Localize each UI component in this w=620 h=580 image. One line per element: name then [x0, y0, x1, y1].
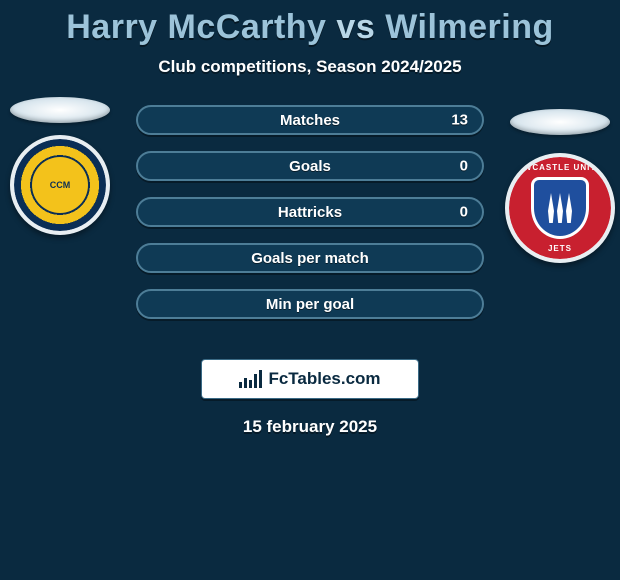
stat-row: Matches 13 [136, 105, 484, 135]
stat-row: Min per goal [136, 289, 484, 319]
headline: Harry McCarthy vs Wilmering [0, 0, 620, 47]
jets-badge-icon: NEWCASTLE UNITED JETS [509, 157, 611, 259]
brand-watermark: FcTables.com [201, 359, 419, 399]
player1-slot: CCM [10, 97, 110, 235]
stat-row: Hattricks 0 [136, 197, 484, 227]
comparison-stage: CCM Matches 13 Goals 0 Hattricks 0 Goals… [0, 105, 620, 335]
player2-slot: NEWCASTLE UNITED JETS [510, 109, 610, 263]
stat-row: Goals per match [136, 243, 484, 273]
player1-name: Harry McCarthy [66, 8, 326, 46]
stat-value-right: 13 [451, 112, 468, 129]
stat-label: Goals per match [251, 250, 369, 267]
stat-value-right: 0 [460, 204, 468, 221]
stat-label: Min per goal [266, 296, 354, 313]
stat-label: Matches [280, 112, 340, 129]
mariners-badge-icon: CCM [14, 139, 106, 231]
subtitle: Club competitions, Season 2024/2025 [0, 57, 620, 77]
stat-label: Goals [289, 158, 331, 175]
player2-avatar-placeholder [510, 109, 610, 135]
brand-text: FcTables.com [268, 369, 380, 389]
player1-avatar-placeholder [10, 97, 110, 123]
player2-name: Wilmering [385, 8, 554, 46]
brand-chart-icon [239, 370, 262, 388]
stat-label: Hattricks [278, 204, 342, 221]
stat-value-right: 0 [460, 158, 468, 175]
player2-club-badge: NEWCASTLE UNITED JETS [505, 153, 615, 263]
date: 15 february 2025 [0, 417, 620, 437]
stat-row: Goals 0 [136, 151, 484, 181]
stat-pill-list: Matches 13 Goals 0 Hattricks 0 Goals per… [136, 105, 484, 319]
player1-club-badge: CCM [10, 135, 110, 235]
vs-separator: vs [336, 8, 375, 46]
